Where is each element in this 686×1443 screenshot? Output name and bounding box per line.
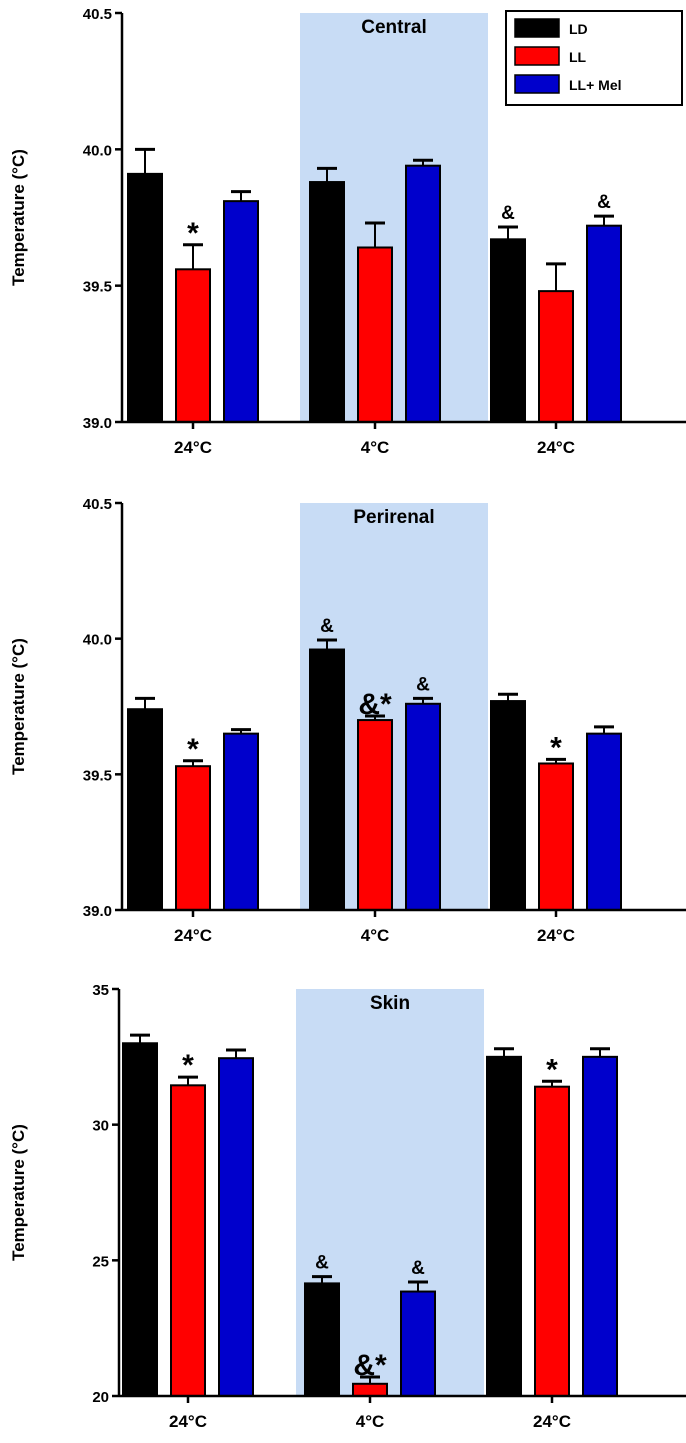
y-tick-label: 35 xyxy=(92,982,109,999)
y-tick-label: 40.0 xyxy=(83,632,112,649)
significance-marker: & xyxy=(320,616,334,637)
significance-marker: & xyxy=(597,192,611,213)
significance-marker: * xyxy=(550,731,562,764)
y-axis-label: Temperature (°C) xyxy=(9,1124,28,1261)
bar-ll-mel-group-3 xyxy=(582,1055,618,1398)
bar-ll-group-3 xyxy=(534,1085,570,1398)
x-category-label: 24°C xyxy=(537,926,575,945)
x-category-label: 24°C xyxy=(174,926,212,945)
y-tick-label: 30 xyxy=(92,1118,109,1135)
bar-ll-mel-group-1 xyxy=(223,200,259,423)
legend-label-ld: LD xyxy=(569,21,588,37)
bar-ll-mel-group-2 xyxy=(400,1290,436,1397)
legend-swatch-ld xyxy=(514,18,560,38)
bar-ll-group-2 xyxy=(357,719,393,911)
significance-marker: & xyxy=(411,1258,425,1279)
panel-title: Central xyxy=(361,17,426,38)
bar-ld-group-3 xyxy=(486,1055,522,1398)
bar-ld-group-1 xyxy=(122,1042,158,1398)
x-category-label: 24°C xyxy=(169,1412,207,1431)
y-tick-label: 40.0 xyxy=(83,142,112,159)
bar-ll-group-1 xyxy=(175,268,211,423)
x-category-label: 24°C xyxy=(537,438,575,457)
significance-marker: &* xyxy=(353,1349,387,1382)
significance-marker: & xyxy=(501,203,515,224)
y-axis-label: Temperature (°C) xyxy=(9,149,28,286)
significance-marker: * xyxy=(546,1053,558,1086)
x-category-label: 4°C xyxy=(356,1412,385,1431)
legend-swatch-ll-mel xyxy=(514,74,560,94)
significance-marker: & xyxy=(315,1253,329,1274)
bar-ll-group-2 xyxy=(352,1382,388,1398)
bar-ld-group-1 xyxy=(127,708,163,911)
panel-central: Central * & & 39.0 39.5 40.0 40.5 24°C 4°C 24°C Tem… xyxy=(9,6,686,457)
y-tick-label: 40.5 xyxy=(83,6,112,23)
legend-label-ll-mel: LL+ Mel xyxy=(569,77,622,93)
significance-marker: * xyxy=(187,217,199,250)
bar-ld-group-2 xyxy=(304,1282,340,1397)
x-category-label: 4°C xyxy=(361,926,390,945)
bar-ll-mel-group-1 xyxy=(218,1057,254,1397)
bar-ld-group-2 xyxy=(309,648,345,912)
significance-marker: * xyxy=(187,733,199,766)
bar-ll-group-2 xyxy=(357,246,393,423)
bar-ld-group-2 xyxy=(309,181,345,423)
legend: LD LL LL+ Mel xyxy=(505,10,683,106)
legend-swatch-ll xyxy=(514,46,560,66)
bar-ll-mel-group-3 xyxy=(586,224,622,423)
significance-marker: * xyxy=(182,1049,194,1082)
y-tick-label: 20 xyxy=(92,1389,109,1406)
y-tick-label: 40.5 xyxy=(83,496,112,513)
bar-ll-group-1 xyxy=(175,765,211,912)
bar-ll-group-3 xyxy=(538,290,574,423)
y-axis-label: Temperature (°C) xyxy=(9,638,28,775)
x-category-label: 4°C xyxy=(361,438,390,457)
bar-ll-mel-group-1 xyxy=(223,732,259,912)
bar-ld-group-3 xyxy=(490,700,526,911)
x-category-label: 24°C xyxy=(533,1412,571,1431)
panel-title: Skin xyxy=(370,993,410,1014)
y-tick-label: 39.5 xyxy=(83,279,112,296)
bar-ld-group-1 xyxy=(127,172,163,423)
bar-ll-mel-group-2 xyxy=(405,702,441,912)
bar-ll-mel-group-2 xyxy=(405,164,441,423)
y-tick-label: 25 xyxy=(92,1253,109,1270)
x-category-label: 24°C xyxy=(174,438,212,457)
bar-ll-group-3 xyxy=(538,762,574,911)
panel-title: Perirenal xyxy=(353,507,434,528)
y-tick-label: 39.5 xyxy=(83,767,112,784)
bar-ll-group-1 xyxy=(170,1084,206,1398)
y-tick-label: 39.0 xyxy=(83,903,112,920)
panel-perirenal: Perirenal*&&*&*39.039.540.040.524°C 4°C 24… xyxy=(9,496,686,945)
bar-ll-mel-group-3 xyxy=(586,732,622,912)
y-tick-label: 39.0 xyxy=(83,415,112,432)
significance-marker: & xyxy=(416,674,430,695)
bar-ld-group-3 xyxy=(490,238,526,423)
legend-label-ll: LL xyxy=(569,49,587,65)
significance-marker: &* xyxy=(358,688,392,721)
